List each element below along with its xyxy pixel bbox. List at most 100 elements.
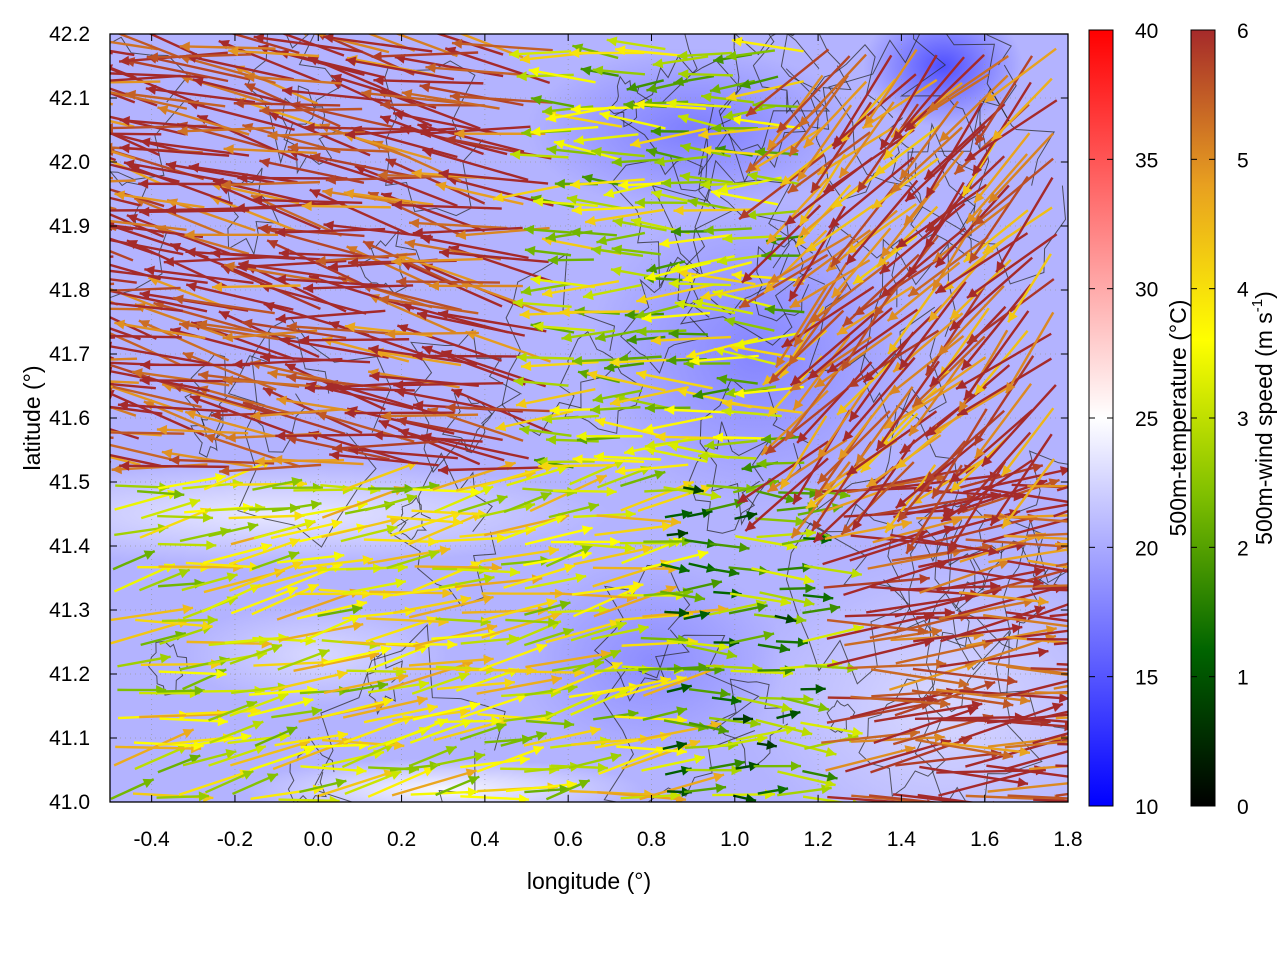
wind-vector [1027,532,1068,537]
wind-vector [837,386,896,461]
wind-vector [789,312,875,387]
wind-vector [731,270,805,282]
wind-vector [1004,750,1068,771]
wind-vector [870,668,970,689]
wind-vector [524,573,587,590]
wind-vector [960,283,1032,371]
wind-vector [138,568,191,592]
colorbar-tick-label: 35 [1135,149,1158,172]
wind-vector [570,104,641,115]
wind-vector [110,219,187,231]
wind-vector [683,484,704,495]
wind-vector [184,732,252,748]
wind-vector [641,311,711,323]
wind-vector [524,525,593,546]
wind-vector [663,486,722,501]
wind-vector [591,146,645,158]
wind-vector [275,430,386,441]
wind-vector [110,132,162,136]
wind-vector [220,179,321,190]
wind-vector [435,775,480,797]
wind-vector [165,160,275,184]
wind-vector [272,454,364,466]
colorbar-tick-label: 40 [1135,20,1158,43]
wind-vector [907,181,965,279]
wind-vector [703,225,752,236]
wind-vector [871,157,940,210]
contour-line [110,36,189,181]
wind-vector [110,380,139,384]
wind-vector [639,772,725,801]
wind-vector [586,370,666,392]
wind-vector [673,74,715,87]
wind-vector [276,551,345,564]
wind-vector [513,376,569,387]
x-tick-label: 0.6 [554,828,583,851]
wind-vector [755,718,813,737]
wind-vector [110,238,184,256]
colorbar-tick-label: 0 [1237,796,1249,819]
wind-vector [371,51,479,62]
wind-vector [982,206,1053,255]
wind-vector [635,369,713,390]
wind-vector [569,48,645,59]
wind-vector [784,360,847,442]
wind-vector [802,603,841,615]
wind-vector [874,700,983,723]
wind-vector [139,206,250,217]
wind-vector [275,274,386,287]
wind-vector [110,778,155,800]
wind-vector [230,586,299,615]
wind-vector [459,722,507,741]
wind-vector [968,175,1029,264]
y-tick-label: 41.8 [49,279,90,302]
wind-vector [110,91,136,104]
wind-vector [1027,559,1068,569]
wind-vector [184,409,275,438]
wind-vector [458,34,524,59]
wind-vector [332,440,439,454]
wind-vector [323,220,433,239]
wind-vector [666,639,730,652]
wind-vector [457,567,521,578]
wind-vector [682,578,723,592]
wind-vector [208,744,267,767]
wind-vector [110,278,137,284]
wind-vector [110,604,194,622]
wind-vector [677,50,733,61]
wind-vector [721,406,782,418]
wind-vector [634,303,685,320]
x-tick-label: 0.4 [470,828,500,851]
wind-vector [381,410,479,421]
wind-vector [887,285,938,355]
x-axis-title: longitude (°) [527,868,651,894]
wind-vector [110,159,162,185]
wind-vector [596,514,682,527]
wind-speed-colorbar-title: 500m-wind speed (m s-1) [1249,291,1277,545]
wind-vector [590,245,644,257]
wind-vector [688,721,730,735]
wind-vector [1001,458,1055,529]
wind-vector [728,602,768,615]
wind-vector [552,486,617,497]
wind-vector [620,470,666,488]
colorbar-tick-label: 5 [1237,149,1249,172]
wind-vector [704,439,758,451]
wind-vector [966,278,1055,345]
contour-line [602,634,760,802]
y-tick-label: 42.2 [49,23,90,46]
wind-vector [581,173,621,187]
wind-vector [385,158,486,205]
wind-vector [434,485,494,513]
wind-vector [796,104,853,182]
wind-vector [606,36,666,51]
wind-vector [502,514,567,541]
wind-vector [281,34,345,57]
wind-vector [435,34,504,56]
wind-vector [542,105,594,116]
wind-vector [309,152,415,178]
wind-vector [476,674,563,695]
wind-vector [1026,503,1068,514]
wind-vector [830,227,892,299]
wind-vector [566,194,623,210]
